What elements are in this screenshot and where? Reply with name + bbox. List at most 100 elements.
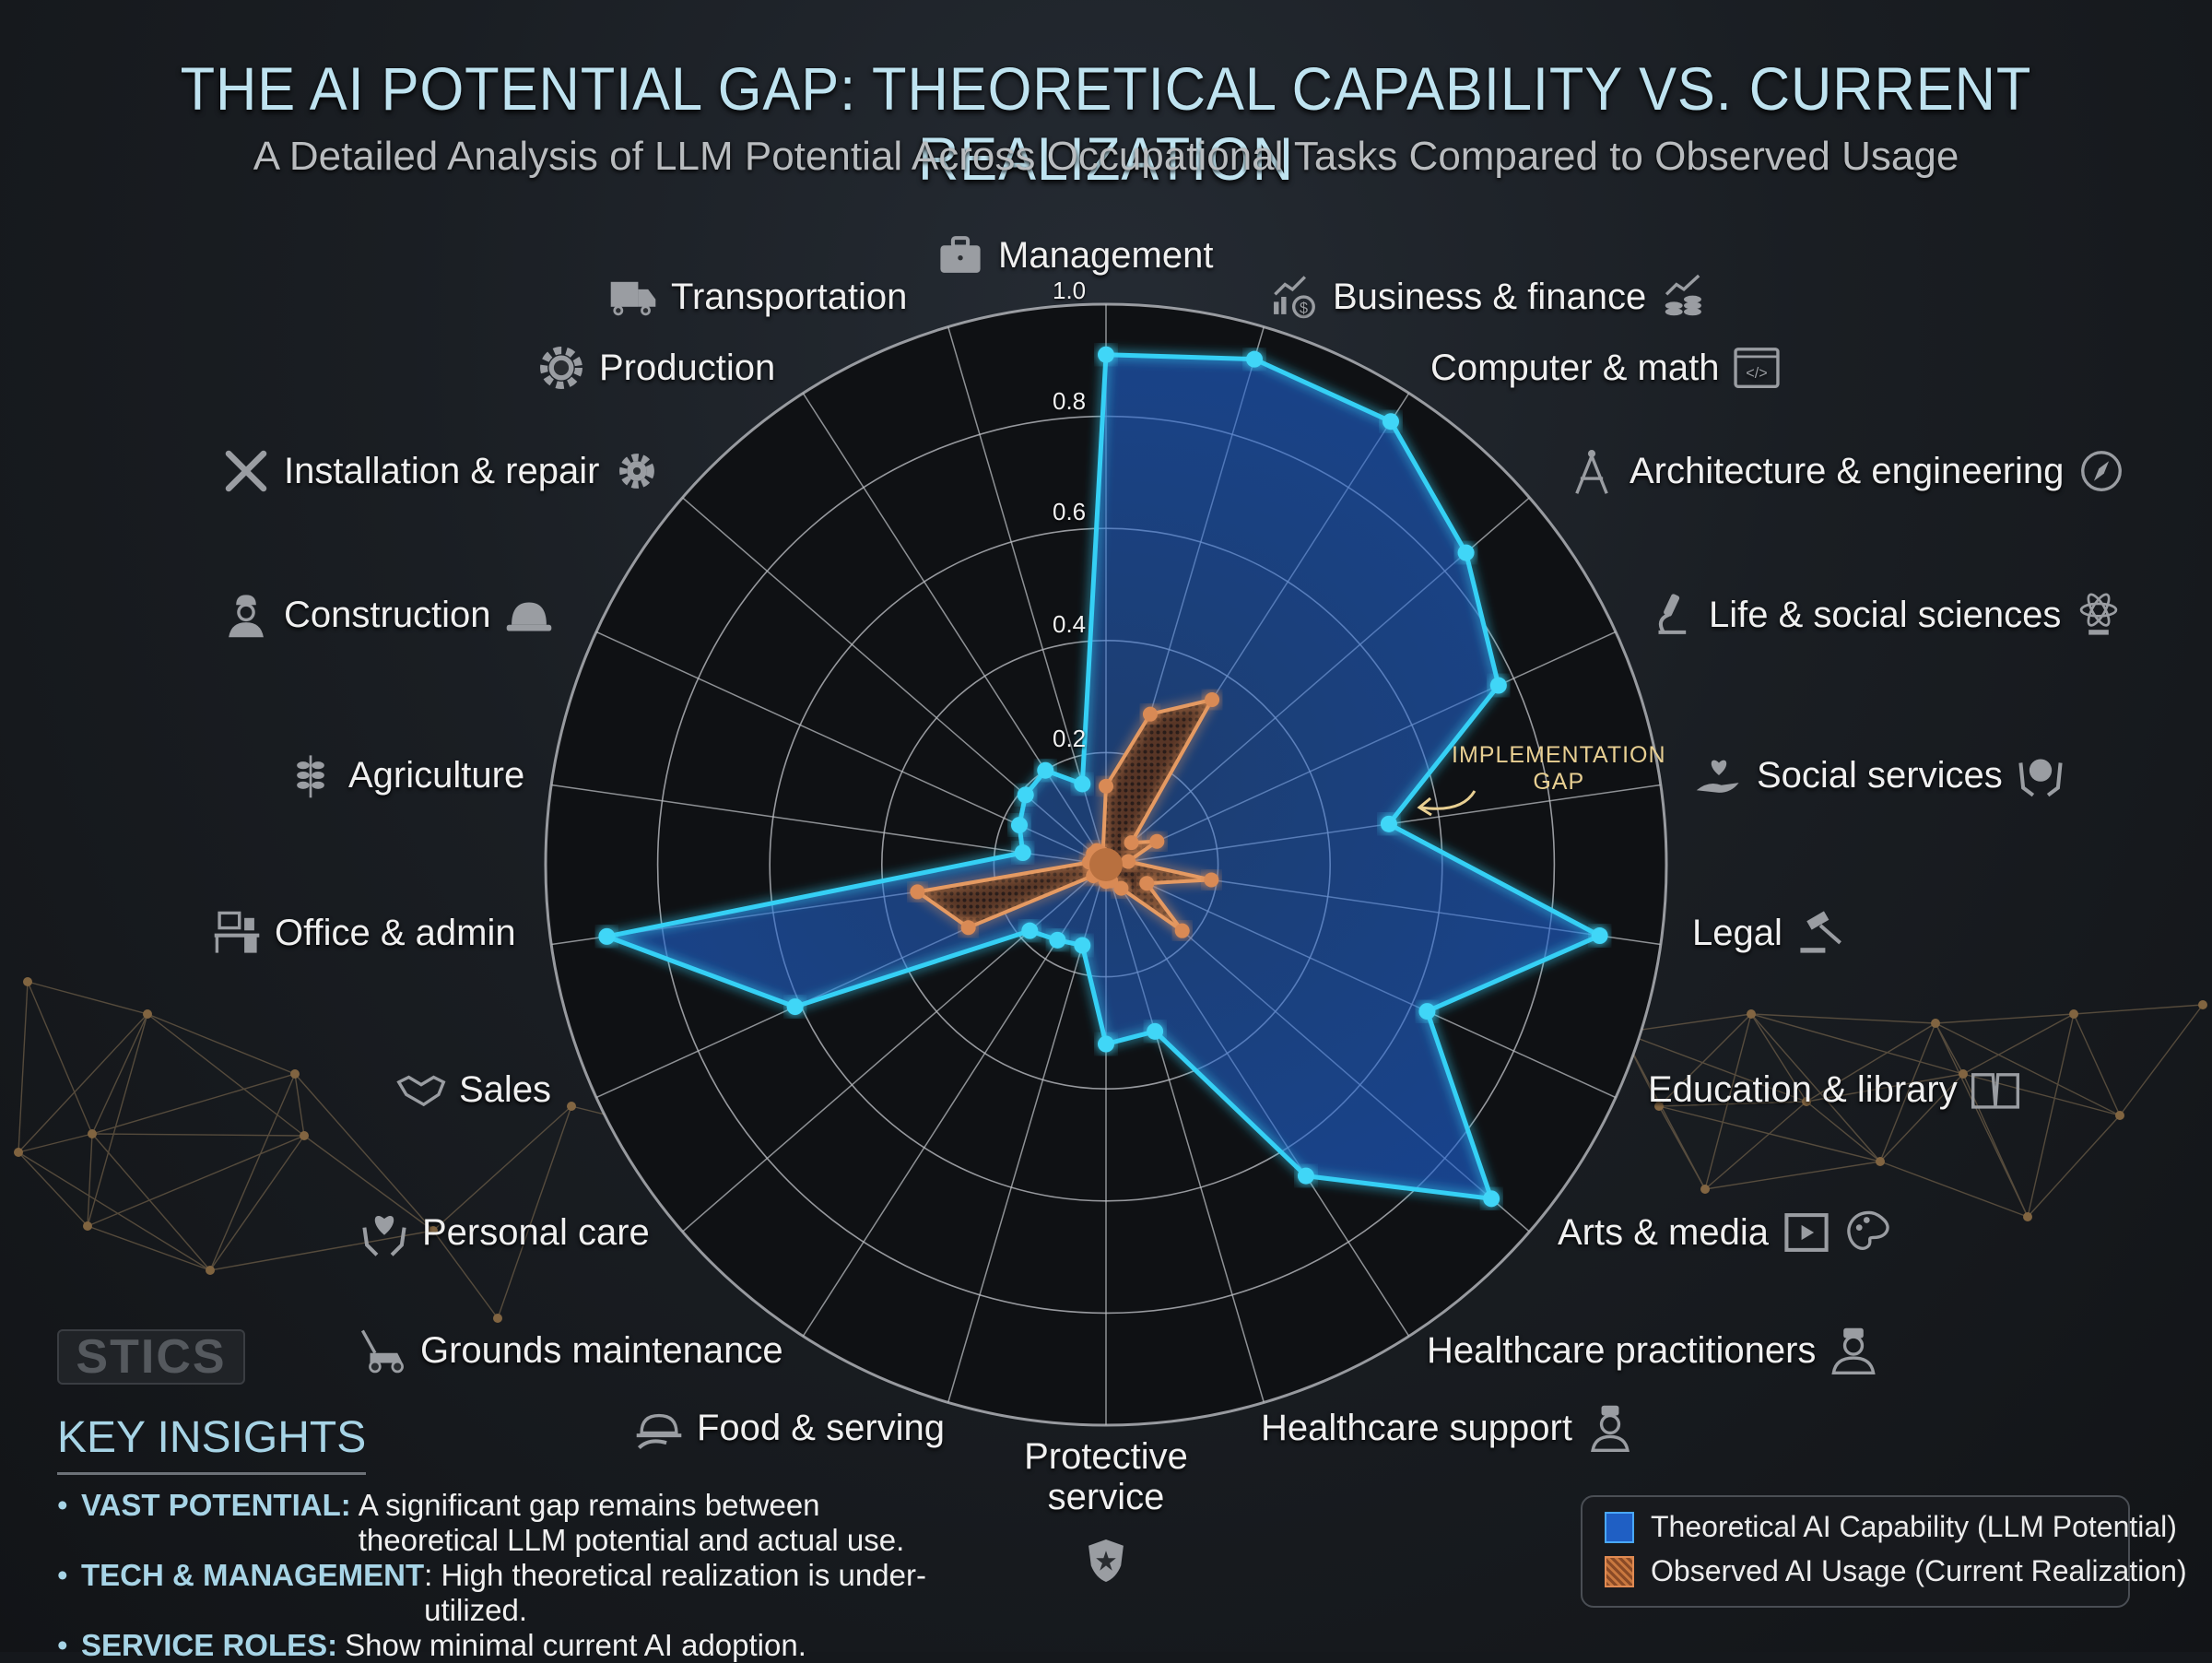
category-text: Grounds maintenance xyxy=(420,1329,783,1371)
truck-icon xyxy=(608,272,658,322)
category-label-production: Production xyxy=(536,343,775,393)
category-text: Food & serving xyxy=(697,1407,946,1448)
svg-text:</>: </> xyxy=(1747,365,1768,382)
category-label-healthcare-support: Healthcare support xyxy=(1261,1403,1635,1453)
gavel-icon xyxy=(1795,908,1845,958)
annotation-line-1: IMPLEMENTATION xyxy=(1452,742,1666,768)
key-insights-panel: KEY INSIGHTS • VAST POTENTIAL: A significa… xyxy=(57,1412,1025,1663)
category-text: Computer & math xyxy=(1430,347,1720,388)
handshake-icon xyxy=(396,1065,446,1115)
bullet: • xyxy=(57,1628,68,1662)
category-label-healthcare-practitioners: Healthcare practitioners xyxy=(1427,1326,1878,1375)
annotation-line-2: GAP xyxy=(1533,769,1585,795)
category-text: Social services xyxy=(1757,754,2003,796)
construction-worker-icon xyxy=(221,590,271,640)
tick-label: 0.4 xyxy=(1053,610,1087,638)
category-label-transportation: Transportation xyxy=(608,272,907,322)
category-label-construction: Construction xyxy=(221,590,554,640)
desk-computer-icon xyxy=(212,908,262,958)
insight-text: Show minimal current AI adoption. xyxy=(345,1628,806,1662)
category-text: Personal care xyxy=(422,1211,650,1253)
legend-label: Theoretical AI Capability (LLM Potential… xyxy=(1651,1510,2177,1543)
category-text: Business & finance xyxy=(1333,276,1647,317)
insight-text: : High theoretical realization is under-… xyxy=(424,1558,926,1627)
category-label-office-admin: Office & admin xyxy=(212,908,516,958)
chart-dollar-icon: $ xyxy=(1270,272,1320,322)
category-text: Management xyxy=(998,234,1214,276)
category-label-management: Management xyxy=(935,230,1213,280)
lawn-mower-icon xyxy=(358,1326,407,1375)
heart-hand-icon xyxy=(1694,750,1744,800)
wheat-icon xyxy=(286,750,335,800)
category-label-sales: Sales xyxy=(396,1065,551,1115)
stics-logo: STICS xyxy=(57,1329,245,1385)
tick-label: 1.0 xyxy=(1053,277,1087,304)
insight-item: • VAST POTENTIAL: A significant gap remain… xyxy=(57,1488,1025,1558)
legend-label: Observed AI Usage (Current Realization) xyxy=(1651,1554,2187,1587)
category-text: Healthcare support xyxy=(1261,1407,1572,1448)
category-label-arts-media: Arts & media xyxy=(1558,1208,1894,1257)
category-text: Construction xyxy=(284,594,491,635)
category-text: Production xyxy=(599,347,776,388)
page-subtitle: A Detailed Analysis of LLM Potential Acr… xyxy=(253,134,1959,179)
category-label-food-serving: Food & serving xyxy=(634,1403,945,1453)
gap-arrow xyxy=(1420,790,1477,810)
category-label-computer-math: Computer & math </> xyxy=(1430,343,1782,393)
legend-item-observed: Observed AI Usage (Current Realization) xyxy=(1605,1554,2187,1588)
chart-legend: Theoretical AI Capability (LLM Potential… xyxy=(1581,1495,2187,1608)
microscope-icon xyxy=(1646,590,1696,640)
category-label-protective-service: Protective service xyxy=(1023,1436,1189,1586)
tick-label: 0.6 xyxy=(1053,498,1087,525)
wrench-screwdriver-icon xyxy=(221,446,271,496)
key-insights-heading: KEY INSIGHTS xyxy=(57,1412,367,1475)
code-window-icon: </> xyxy=(1732,343,1782,393)
legend-item-theoretical: Theoretical AI Capability (LLM Potential… xyxy=(1605,1510,2177,1544)
category-label-business-finance: $ Business & finance xyxy=(1270,272,1709,322)
category-label-social-services: Social services xyxy=(1694,750,2065,800)
insight-item: • TECH & MANAGEMENT: High theoretical rea… xyxy=(57,1558,1025,1628)
gap-arrow-head xyxy=(1417,796,1432,817)
category-text: Legal xyxy=(1692,912,1783,953)
category-text: Installation & repair xyxy=(284,450,600,491)
tick-label: 0.8 xyxy=(1053,387,1087,415)
category-label-grounds-maintenance: Grounds maintenance xyxy=(358,1326,783,1375)
category-text: Arts & media xyxy=(1558,1211,1769,1253)
nurse-icon xyxy=(1585,1403,1635,1453)
insights-list: • VAST POTENTIAL: A significant gap remain… xyxy=(57,1488,1025,1663)
category-label-education-library: Education & library xyxy=(1648,1065,2020,1115)
compass-drawing-icon xyxy=(1567,446,1617,496)
svg-text:$: $ xyxy=(1300,301,1308,317)
briefcase-icon xyxy=(935,230,985,280)
globe-hands-icon xyxy=(2016,750,2065,800)
category-text: Education & library xyxy=(1648,1068,1958,1110)
film-strip-icon xyxy=(1782,1208,1831,1257)
category-text: Transportation xyxy=(671,276,908,317)
category-text: Life & social sciences xyxy=(1709,594,2062,635)
category-label-life-social-sciences: Life & social sciences xyxy=(1646,590,2124,640)
category-label-agriculture: Agriculture xyxy=(286,750,524,800)
category-label-personal-care: Personal care xyxy=(359,1208,650,1257)
insight-key: VAST POTENTIAL: xyxy=(81,1488,351,1522)
legend-swatch-orange xyxy=(1605,1555,1634,1587)
gear-icon xyxy=(612,446,662,496)
shield-star-icon xyxy=(1081,1536,1131,1586)
doctor-icon xyxy=(1829,1326,1878,1375)
palette-icon xyxy=(1844,1208,1894,1257)
category-text: Agriculture xyxy=(348,754,525,796)
cloche-icon xyxy=(634,1403,684,1453)
gear-wrench-icon xyxy=(536,343,586,393)
insight-text: A significant gap remains between theore… xyxy=(358,1488,905,1557)
category-text: Sales xyxy=(459,1068,552,1110)
open-book-icon xyxy=(1971,1065,2020,1115)
bullet: • xyxy=(57,1488,68,1522)
atom-icon xyxy=(2074,590,2124,640)
hard-hat-icon xyxy=(504,590,554,640)
theoretical-capability-series xyxy=(598,346,1608,1208)
coins-growth-icon xyxy=(1659,272,1709,322)
observed-usage-series xyxy=(910,691,1220,938)
category-text: Healthcare practitioners xyxy=(1427,1329,1817,1371)
category-text: Office & admin xyxy=(275,912,516,953)
insight-item: • SERVICE ROLES: Show minimal current AI a… xyxy=(57,1628,1025,1663)
tick-label: 0.2 xyxy=(1053,725,1087,752)
